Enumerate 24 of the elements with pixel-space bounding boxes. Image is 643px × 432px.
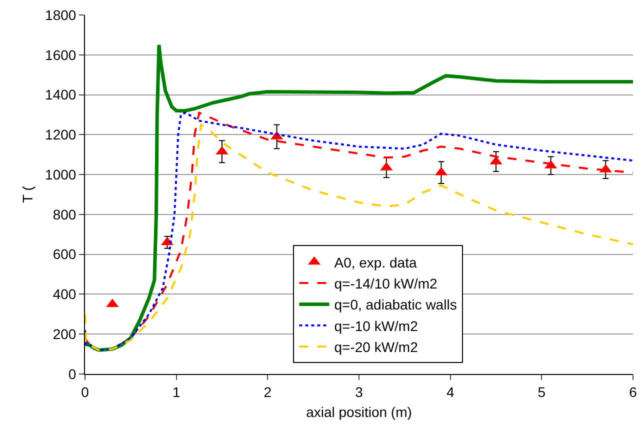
legend-label: q=-20 kW/m2 — [334, 339, 418, 356]
legend-label: A0, exp. data — [334, 254, 417, 270]
y-tick-label: 200 — [52, 326, 76, 342]
y-tick-label: 1400 — [45, 86, 76, 103]
x-tick-label: 6 — [629, 384, 638, 400]
x-tick-label: 0 — [81, 384, 90, 400]
x-axis-title: axial position (m) — [306, 404, 412, 420]
y-tick-label: 600 — [52, 246, 76, 262]
legend-label: q=-10 kW/m2 — [334, 318, 418, 334]
y-tick-label: 0 — [68, 366, 76, 382]
y-axis-title: T ( — [20, 186, 36, 203]
x-tick-label: 4 — [446, 384, 454, 400]
x-tick-label: 5 — [538, 384, 546, 400]
legend-label: q=-14/10 kW/m2 — [334, 275, 438, 292]
x-tick-label: 2 — [264, 384, 272, 400]
y-tick-label: 1600 — [45, 46, 76, 63]
y-tick-label: 400 — [52, 286, 76, 302]
x-tick-label: 1 — [172, 384, 180, 400]
legend-label: q=0, adiabatic walls — [334, 296, 457, 313]
y-tick-label: 1200 — [45, 126, 76, 143]
y-tick-label: 1000 — [45, 166, 76, 182]
y-tick-label: 800 — [52, 206, 76, 222]
y-tick-label: 1800 — [45, 6, 76, 23]
x-tick-label: 3 — [355, 384, 364, 400]
